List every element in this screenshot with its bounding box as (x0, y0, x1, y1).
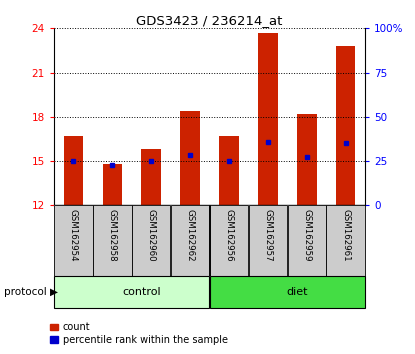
Text: GSM162961: GSM162961 (341, 209, 350, 262)
FancyBboxPatch shape (249, 205, 287, 276)
Title: GDS3423 / 236214_at: GDS3423 / 236214_at (137, 14, 283, 27)
Text: GSM162960: GSM162960 (147, 209, 156, 262)
FancyBboxPatch shape (54, 205, 93, 276)
FancyBboxPatch shape (93, 205, 132, 276)
Text: GSM162962: GSM162962 (186, 209, 195, 262)
Text: GSM162956: GSM162956 (225, 209, 234, 262)
Legend: count, percentile rank within the sample: count, percentile rank within the sample (46, 319, 232, 349)
Text: GSM162954: GSM162954 (69, 209, 78, 262)
FancyBboxPatch shape (288, 205, 326, 276)
FancyBboxPatch shape (54, 276, 210, 308)
Bar (297, 114, 317, 205)
FancyBboxPatch shape (327, 205, 365, 276)
Text: control: control (122, 287, 161, 297)
Bar (336, 46, 356, 205)
Text: protocol ▶: protocol ▶ (4, 287, 58, 297)
Bar (103, 164, 122, 205)
Text: GSM162957: GSM162957 (264, 209, 272, 262)
Text: diet: diet (286, 287, 308, 297)
Text: GSM162958: GSM162958 (108, 209, 117, 262)
Bar (258, 33, 278, 205)
FancyBboxPatch shape (210, 276, 365, 308)
Bar (63, 136, 83, 205)
Bar (142, 149, 161, 205)
FancyBboxPatch shape (171, 205, 210, 276)
Text: GSM162959: GSM162959 (303, 209, 311, 261)
Bar (181, 111, 200, 205)
FancyBboxPatch shape (210, 205, 248, 276)
Bar (219, 136, 239, 205)
FancyBboxPatch shape (132, 205, 171, 276)
